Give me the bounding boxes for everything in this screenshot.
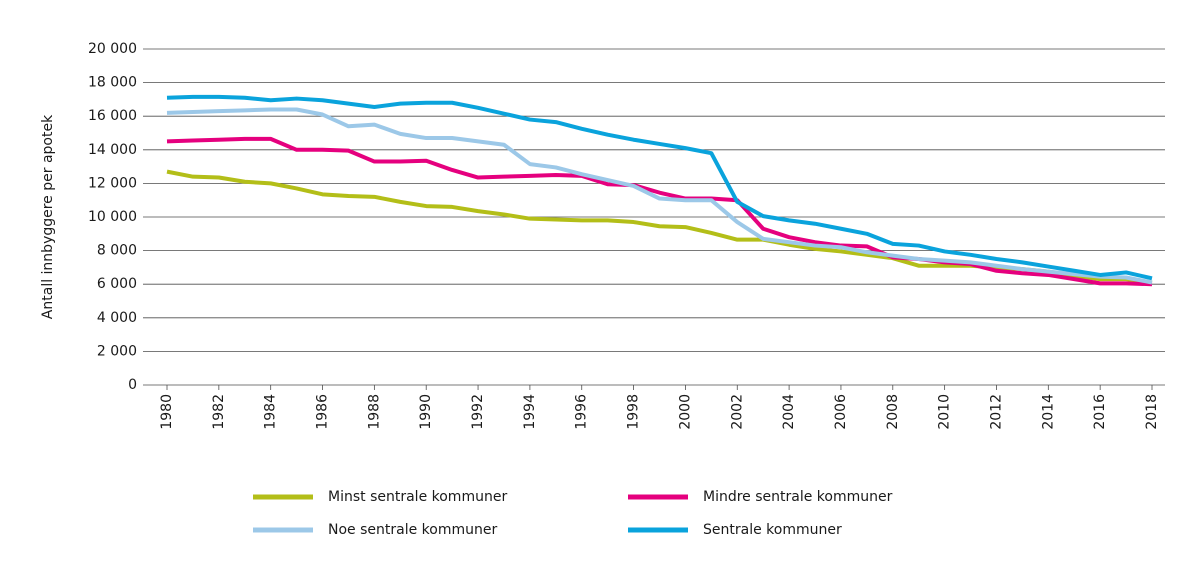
x-tick-label: 2012 bbox=[988, 394, 1004, 430]
y-tick-label: 10 000 bbox=[88, 209, 137, 225]
x-tick-label: 1988 bbox=[366, 394, 382, 430]
x-tick-label: 1998 bbox=[626, 394, 642, 430]
x-tick-label: 1982 bbox=[211, 394, 227, 430]
y-tick-label: 0 bbox=[128, 377, 137, 393]
x-tick-label: 1994 bbox=[522, 394, 538, 430]
x-tick-label: 2002 bbox=[729, 394, 745, 430]
y-tick-label: 2 000 bbox=[97, 343, 137, 359]
x-tick-label: 1984 bbox=[263, 394, 279, 430]
x-tick-label: 1992 bbox=[470, 394, 486, 430]
x-tick-label: 2010 bbox=[937, 394, 953, 430]
x-tick-label: 1986 bbox=[315, 394, 331, 430]
legend-label: Sentrale kommuner bbox=[703, 522, 842, 538]
series-line bbox=[166, 94, 1153, 281]
x-tick-label: 2016 bbox=[1092, 394, 1108, 430]
legend-label: Minst sentrale kommuner bbox=[328, 489, 507, 505]
legend-label: Mindre sentrale kommuner bbox=[703, 489, 893, 505]
series-line bbox=[166, 107, 1153, 285]
y-tick-label: 8 000 bbox=[97, 243, 137, 259]
y-tick-label: 4 000 bbox=[97, 310, 137, 326]
x-tick-label: 2008 bbox=[885, 394, 901, 430]
y-tick-label: 18 000 bbox=[88, 75, 137, 91]
x-tick-label: 2018 bbox=[1144, 394, 1160, 430]
x-tick-label: 1980 bbox=[159, 394, 175, 430]
legend-label: Noe sentrale kommuner bbox=[328, 522, 497, 538]
x-tick-label: 2000 bbox=[677, 394, 693, 430]
y-tick-label: 14 000 bbox=[88, 142, 137, 158]
y-tick-label: 16 000 bbox=[88, 108, 137, 124]
x-tick-label: 1996 bbox=[574, 394, 590, 430]
x-tick-label: 1990 bbox=[418, 394, 434, 430]
y-tick-label: 20 000 bbox=[88, 41, 137, 57]
series-line bbox=[166, 136, 1153, 287]
x-tick-label: 2014 bbox=[1040, 394, 1056, 430]
y-tick-label: 12 000 bbox=[88, 175, 137, 191]
x-tick-label: 2006 bbox=[833, 394, 849, 430]
y-tick-label: 6 000 bbox=[97, 276, 137, 292]
y-axis-label: Antall innbyggere per apotek bbox=[40, 114, 56, 319]
x-tick-label: 2004 bbox=[781, 394, 797, 430]
